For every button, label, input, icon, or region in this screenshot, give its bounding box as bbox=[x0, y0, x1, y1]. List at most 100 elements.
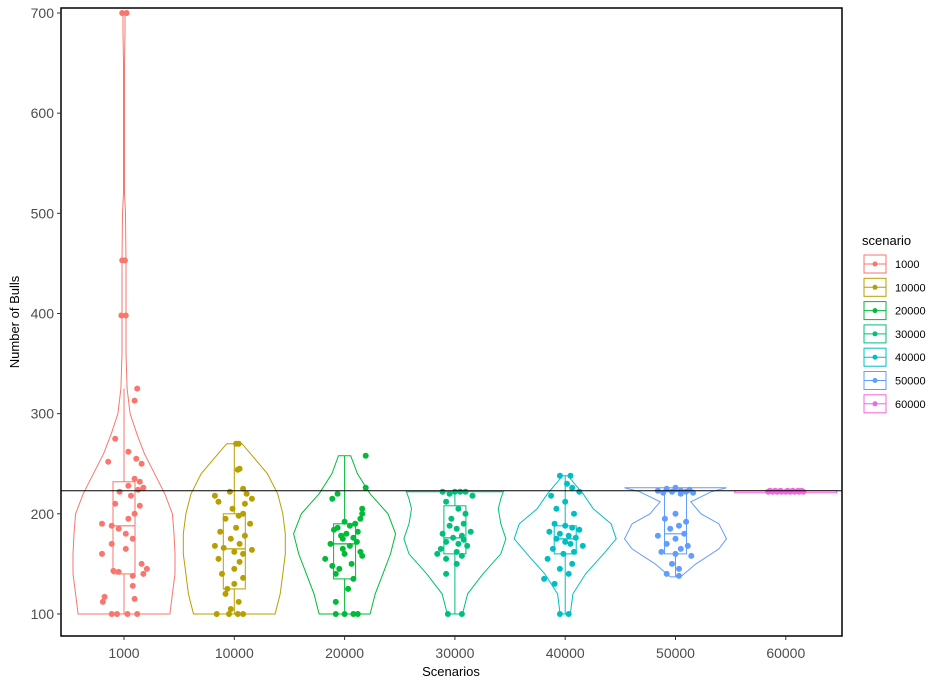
data-point bbox=[122, 530, 129, 537]
data-point bbox=[227, 606, 234, 612]
data-point bbox=[108, 522, 115, 529]
data-point bbox=[226, 611, 232, 617]
data-point bbox=[565, 532, 572, 539]
data-point bbox=[341, 518, 348, 525]
data-point bbox=[553, 535, 560, 542]
legend-key-point bbox=[872, 354, 878, 360]
legend-item-50000: 50000 bbox=[863, 371, 926, 390]
data-point bbox=[576, 488, 583, 495]
data-point bbox=[346, 522, 353, 529]
legend-key-point bbox=[872, 401, 878, 407]
data-point bbox=[359, 505, 366, 512]
legend-item-10000: 10000 bbox=[863, 277, 926, 297]
data-point bbox=[453, 560, 460, 567]
data-point bbox=[663, 540, 670, 547]
data-point bbox=[248, 495, 255, 502]
series-1000 bbox=[72, 10, 176, 617]
y-tick-label: 400 bbox=[31, 305, 55, 321]
data-point bbox=[444, 611, 451, 617]
data-point bbox=[658, 548, 665, 555]
data-point bbox=[443, 555, 450, 562]
data-point bbox=[439, 530, 446, 537]
data-point bbox=[551, 520, 558, 527]
data-point bbox=[131, 475, 138, 482]
x-tick-label: 1000 bbox=[108, 645, 139, 661]
data-point bbox=[669, 488, 675, 495]
data-point bbox=[562, 538, 569, 545]
data-point bbox=[134, 611, 141, 617]
plot-panel-border bbox=[60, 7, 843, 637]
data-point bbox=[343, 530, 350, 537]
data-point bbox=[654, 532, 661, 539]
data-point bbox=[556, 565, 563, 572]
data-point bbox=[123, 10, 130, 16]
data-point bbox=[672, 535, 679, 542]
data-point bbox=[233, 524, 240, 531]
data-point bbox=[567, 540, 574, 547]
data-point bbox=[437, 545, 444, 552]
data-point bbox=[131, 595, 138, 602]
data-point bbox=[99, 520, 105, 527]
x-tick-label: 20000 bbox=[325, 645, 364, 661]
data-point bbox=[562, 498, 569, 505]
data-point bbox=[567, 472, 574, 479]
data-point bbox=[450, 534, 457, 541]
data-point bbox=[576, 526, 583, 533]
data-point bbox=[213, 611, 220, 617]
data-point bbox=[101, 593, 108, 600]
data-point bbox=[211, 492, 218, 499]
data-point bbox=[217, 528, 224, 535]
data-point bbox=[464, 542, 471, 549]
data-point bbox=[453, 548, 460, 555]
data-point bbox=[341, 550, 348, 557]
data-point bbox=[458, 552, 465, 559]
series-30000 bbox=[403, 488, 507, 617]
data-point bbox=[219, 570, 225, 577]
data-point bbox=[140, 570, 147, 577]
data-point bbox=[362, 452, 369, 459]
data-point bbox=[215, 555, 222, 562]
data-point bbox=[544, 555, 551, 562]
violin-outline bbox=[623, 487, 728, 578]
data-point bbox=[353, 538, 360, 545]
data-point bbox=[564, 480, 570, 487]
legend-item-1000: 1000 bbox=[863, 254, 919, 274]
data-point bbox=[122, 312, 129, 319]
data-point bbox=[345, 585, 352, 592]
data-point bbox=[676, 522, 682, 529]
y-tick-label: 600 bbox=[31, 105, 55, 121]
data-point bbox=[332, 598, 339, 605]
data-point bbox=[211, 542, 218, 549]
data-point bbox=[128, 492, 134, 499]
data-point bbox=[129, 582, 136, 589]
data-point bbox=[99, 550, 105, 557]
data-point bbox=[240, 550, 247, 557]
y-tick-label: 700 bbox=[31, 5, 55, 21]
y-tick-label: 200 bbox=[31, 506, 55, 522]
data-point bbox=[462, 510, 469, 517]
data-point bbox=[565, 570, 572, 577]
data-point bbox=[455, 540, 462, 547]
data-point bbox=[99, 598, 106, 605]
data-point bbox=[556, 472, 563, 479]
data-point bbox=[676, 572, 682, 579]
x-tick-label: 60000 bbox=[766, 645, 805, 661]
data-point bbox=[334, 490, 341, 497]
series-60000 bbox=[734, 487, 838, 495]
data-point bbox=[683, 488, 690, 495]
data-point bbox=[125, 515, 132, 522]
data-point bbox=[669, 560, 675, 567]
axes-layer: 100 200 300 400 500 600 700 1000 10000 20000 30000… bbox=[31, 5, 806, 661]
series-10000 bbox=[182, 440, 286, 617]
data-point bbox=[329, 495, 336, 502]
data-point bbox=[443, 570, 450, 577]
x-tick-label: 50000 bbox=[656, 645, 695, 661]
data-point bbox=[231, 580, 238, 587]
data-point bbox=[235, 598, 242, 605]
data-point bbox=[240, 611, 247, 617]
data-point bbox=[332, 611, 339, 617]
y-tick-label: 100 bbox=[31, 606, 55, 622]
data-point bbox=[241, 532, 248, 539]
plot-layer bbox=[61, 10, 842, 617]
data-point bbox=[451, 488, 458, 495]
